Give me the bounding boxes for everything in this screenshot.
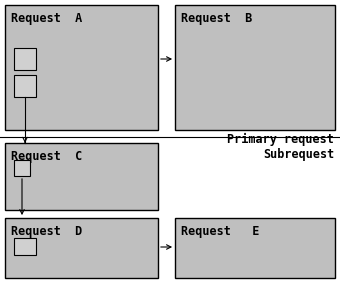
Text: Request  A: Request A	[11, 12, 82, 25]
Bar	[5, 218, 158, 278]
Bar	[5, 143, 158, 210]
Text: Request  C: Request C	[11, 150, 82, 163]
Bar	[14, 238, 36, 255]
Text: Primary request: Primary request	[227, 133, 334, 146]
Bar	[14, 75, 36, 97]
Bar	[14, 48, 36, 70]
Bar	[175, 5, 335, 130]
Text: Subrequest: Subrequest	[263, 148, 334, 161]
Bar	[5, 5, 158, 130]
Text: Request  D: Request D	[11, 225, 82, 238]
Bar	[14, 160, 30, 176]
Text: Request  B: Request B	[181, 12, 252, 25]
Text: Request   E: Request E	[181, 225, 259, 238]
Bar	[175, 218, 335, 278]
